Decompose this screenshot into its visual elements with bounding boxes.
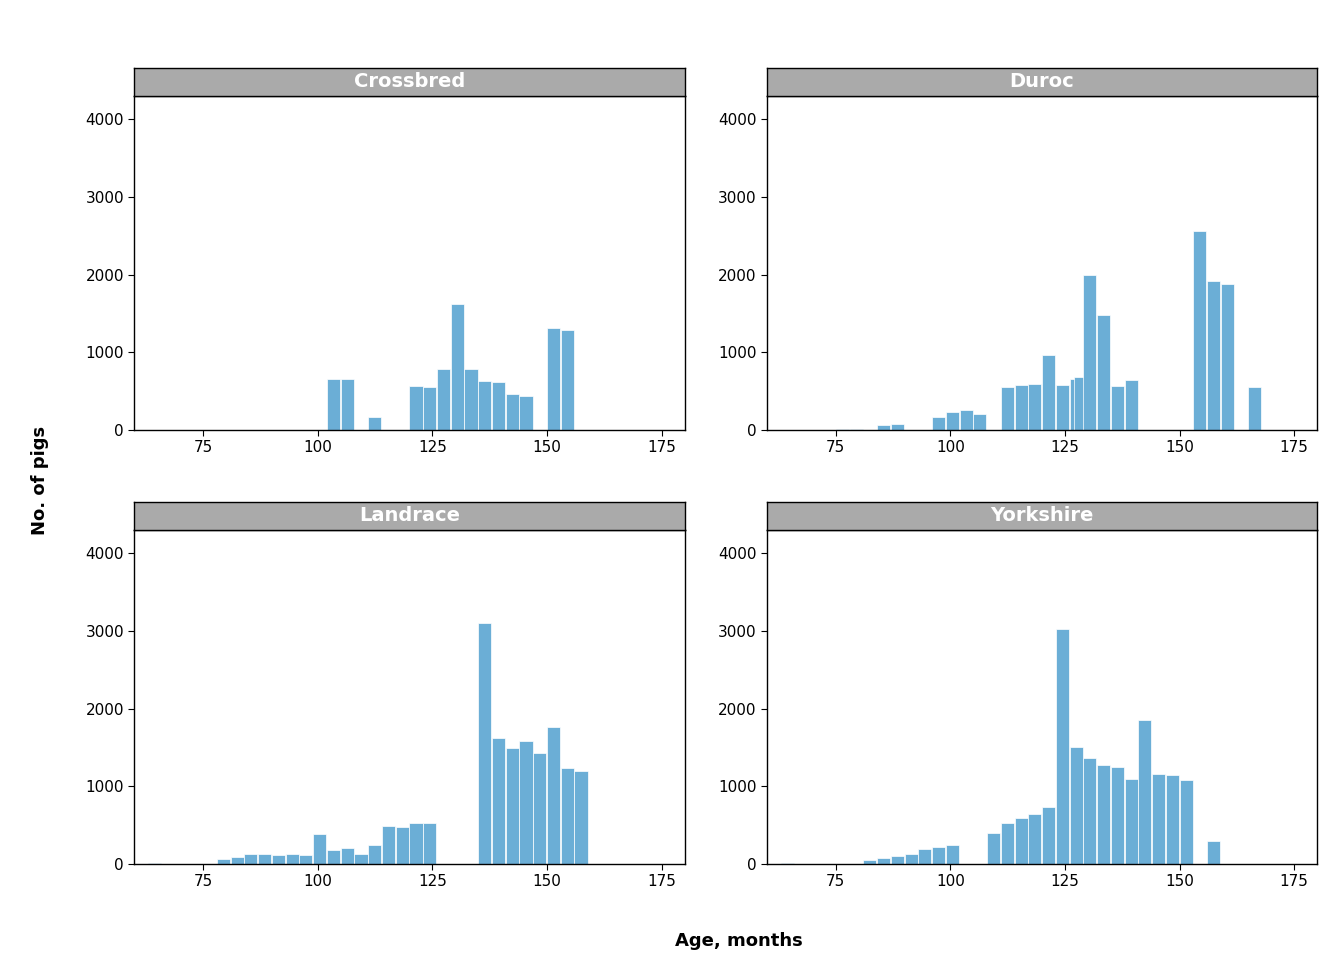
Bar	[368, 845, 382, 864]
Bar	[1042, 354, 1055, 430]
Bar	[478, 623, 492, 864]
Bar	[492, 738, 505, 864]
Bar	[313, 833, 327, 864]
Bar	[931, 847, 945, 864]
Bar	[340, 379, 353, 430]
Bar	[1070, 747, 1083, 864]
Bar	[1074, 377, 1087, 430]
Bar	[891, 856, 905, 864]
Bar	[1138, 720, 1152, 864]
Bar	[1152, 774, 1165, 864]
Bar	[863, 860, 876, 864]
Bar	[216, 859, 230, 864]
Bar	[1001, 823, 1013, 864]
Bar	[1180, 780, 1192, 864]
Bar	[327, 851, 340, 864]
Bar	[340, 849, 353, 864]
Bar	[410, 387, 422, 430]
Bar	[574, 771, 587, 864]
Bar	[986, 833, 1000, 864]
Bar	[1028, 384, 1042, 430]
Bar	[547, 328, 560, 430]
Bar	[1028, 814, 1042, 864]
Bar	[1056, 630, 1068, 864]
Bar	[478, 381, 492, 430]
Bar	[395, 827, 409, 864]
Bar	[505, 748, 519, 864]
Bar	[1207, 841, 1220, 864]
Bar	[1165, 776, 1179, 864]
Bar	[465, 369, 477, 430]
Bar	[1083, 757, 1097, 864]
Bar	[271, 855, 285, 864]
Bar	[410, 823, 422, 864]
Bar	[1015, 818, 1028, 864]
Bar	[905, 853, 918, 864]
Bar	[1015, 385, 1028, 430]
Text: No. of pigs: No. of pigs	[31, 425, 50, 535]
Bar	[520, 396, 532, 430]
Bar	[1097, 315, 1110, 430]
Bar	[258, 853, 271, 864]
Bar	[1001, 387, 1013, 430]
Bar	[878, 425, 890, 430]
Bar	[1207, 281, 1220, 430]
Bar	[973, 415, 986, 430]
Bar	[1111, 767, 1124, 864]
Bar	[1097, 765, 1110, 864]
Bar	[382, 826, 395, 864]
Bar	[450, 304, 464, 430]
Bar	[1125, 380, 1137, 430]
Bar	[1056, 385, 1068, 430]
Bar	[891, 424, 905, 430]
Bar	[918, 850, 931, 864]
Bar	[560, 329, 574, 430]
Bar	[1220, 284, 1234, 430]
Text: Age, months: Age, months	[675, 932, 804, 949]
Bar	[286, 853, 298, 864]
Bar	[534, 753, 546, 864]
Bar	[368, 417, 382, 430]
Bar	[327, 378, 340, 430]
Bar	[560, 768, 574, 864]
Bar	[423, 387, 437, 430]
Bar	[946, 412, 958, 430]
Bar	[231, 856, 243, 864]
Bar	[1042, 807, 1055, 864]
Bar	[437, 369, 450, 430]
Bar	[931, 417, 945, 430]
Bar	[423, 823, 437, 864]
Bar	[960, 411, 973, 430]
Bar	[1249, 387, 1262, 430]
Bar	[245, 854, 258, 864]
Bar	[547, 728, 560, 864]
Bar	[1125, 779, 1137, 864]
Bar	[505, 395, 519, 430]
Bar	[1083, 275, 1097, 430]
Bar	[520, 741, 532, 864]
Bar	[1111, 386, 1124, 430]
Bar	[1193, 231, 1207, 430]
Bar	[878, 858, 890, 864]
Bar	[946, 846, 958, 864]
Bar	[355, 853, 367, 864]
Bar	[492, 382, 505, 430]
Bar	[300, 855, 313, 864]
Bar	[1070, 379, 1083, 430]
